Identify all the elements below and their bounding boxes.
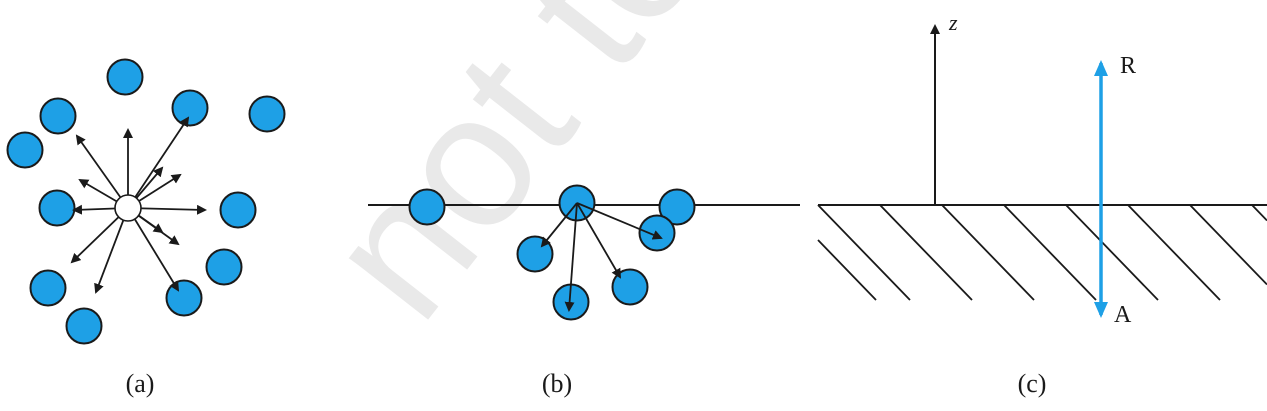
surface-hatching: [817, 204, 1267, 301]
hatch-line: [1003, 204, 1097, 301]
molecule-circle-icon: [39, 97, 77, 135]
molecule-circle-icon: [106, 58, 144, 96]
molecule-circle-icon: [219, 191, 257, 229]
molecule-circle-icon: [611, 268, 649, 306]
hatch-line: [817, 204, 911, 301]
force-arrow-icon: [576, 202, 622, 279]
hatch-line: [1127, 204, 1221, 301]
panel-c-surface-forces: z R A: [817, 10, 1267, 328]
hatch-line: [1251, 204, 1267, 222]
panel-a-interior-molecule: [6, 58, 286, 345]
hatch-line: [879, 204, 973, 301]
molecule-circle-icon: [65, 307, 103, 345]
molecule-circle-icon: [516, 235, 554, 273]
caption-c: (c): [1018, 369, 1047, 398]
force-arrow-icon: [94, 207, 129, 294]
force-arrow-icon: [564, 202, 578, 312]
hatch-line: [1189, 204, 1267, 286]
molecule-circle-icon: [205, 248, 243, 286]
molecule-circle-icon: [165, 279, 203, 317]
force-arrow-icon: [127, 116, 190, 209]
force-arrow-icon: [576, 202, 663, 240]
caption-b: (b): [542, 369, 572, 398]
molecule-circle-icon: [408, 188, 446, 226]
watermark-text: not to be: [285, 0, 907, 355]
force-arrow-icon: [540, 202, 578, 248]
molecule-circle-icon: [6, 131, 44, 169]
molecule-circle-icon: [38, 189, 76, 227]
molecule-circle-icon: [171, 89, 209, 127]
label-A: A: [1114, 302, 1132, 328]
hatch-line: [1065, 204, 1159, 301]
force-arrow-icon: [75, 134, 129, 209]
force-arrow-icon: [127, 207, 180, 292]
reference-molecule-circle-icon: [114, 194, 142, 222]
z-axis-label: z: [948, 10, 958, 35]
molecule-circle-icon: [29, 269, 67, 307]
hatch-line: [817, 239, 877, 301]
label-R: R: [1120, 53, 1136, 79]
caption-a: (a): [126, 369, 155, 398]
hatch-line: [941, 204, 1035, 301]
molecule-circle-icon: [658, 188, 696, 226]
panel-b-surface-molecule: [408, 184, 696, 321]
molecule-circle-icon: [248, 95, 286, 133]
molecule-circle-icon: [638, 214, 676, 252]
